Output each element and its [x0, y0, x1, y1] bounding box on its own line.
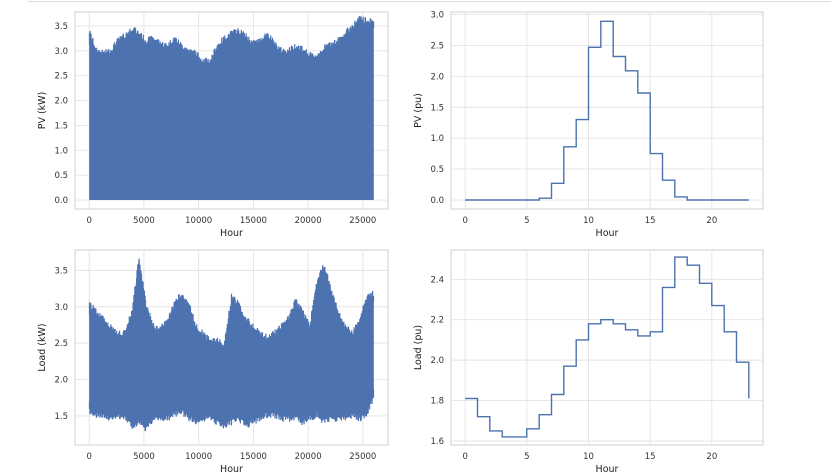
pv-pu-xtick-label: 5	[524, 216, 529, 226]
load-kw-ytick-label: 1.5	[54, 412, 68, 422]
pv-kw-ytick-label: 2.5	[54, 72, 68, 82]
pv-kw-ytick-label: 2.0	[54, 97, 68, 107]
pv-pu-ylabel: PV (pu)	[413, 93, 424, 128]
load-kw-ytick-label: 3.5	[54, 266, 68, 276]
pv-kw-xtick-label: 15000	[240, 216, 267, 226]
pv-kw-ytick-label: 3.0	[54, 47, 68, 57]
pv-kw-ytick-label: 3.5	[54, 22, 68, 32]
pv-kw-ytick-label: 0.5	[54, 171, 68, 181]
load-kw-ylabel: Load (kW)	[37, 323, 48, 371]
pv-pu-ytick-label: 3.0	[430, 10, 444, 20]
pv-pu-frame	[450, 11, 764, 210]
load-kw-ytick-label: 2.5	[54, 339, 68, 349]
pv-kw-xtick-label: 20000	[295, 216, 322, 226]
load-kw-series-band	[89, 259, 374, 427]
load-pu-ytick-label: 2.2	[430, 316, 444, 326]
pv-kw-ytick-label: 1.5	[54, 121, 68, 131]
load-kw-ytick-label: 3.0	[54, 303, 68, 313]
pv-pu-xtick-label: 0	[462, 216, 467, 226]
load-kw-xtick-label: 0	[87, 452, 92, 462]
load-kw-axes: 0 5000 10000 15000 20000 25000 1.5 2.0 2.5 3.0 3.5…	[37, 249, 389, 473]
pv-kw-xtick-label: 5000	[133, 216, 155, 226]
pv-pu-ytick-label: 2.0	[430, 72, 444, 82]
load-pu-ytick-label: 1.8	[430, 397, 444, 407]
load-kw-xtick-label: 20000	[295, 452, 322, 462]
load-kw-xtick-label: 25000	[349, 452, 376, 462]
pv-kw-xtick-label: 25000	[349, 216, 376, 226]
pv-kw-series-band	[89, 21, 374, 200]
load-pu-ytick-label: 2.0	[430, 356, 444, 366]
load-pu-xtick-label: 10	[583, 452, 594, 462]
load-pu-frame	[450, 249, 764, 446]
pv-kw-ytick-label: 1.0	[54, 146, 68, 156]
load-pu-xtick-label: 0	[462, 452, 467, 462]
pv-pu-xtick-label: 15	[645, 216, 656, 226]
load-pu-ytick-label: 1.6	[430, 437, 444, 447]
pv-kw-ylabel: PV (kW)	[37, 92, 48, 130]
load-pu-xtick-label: 5	[524, 452, 529, 462]
pv-pu-ytick-label: 1.5	[430, 103, 444, 113]
pv-pu-axes: 0 5 10 15 20 0.0 0.5 1.0 1.5 2.0 2.5 3.0 Hour PV (pu)	[413, 10, 764, 239]
load-pu-ylabel: Load (pu)	[413, 325, 424, 370]
pv-kw-ytick-label: 0.0	[54, 196, 68, 206]
pv-kw-xlabel: Hour	[220, 228, 243, 239]
load-pu-xtick-label: 15	[645, 452, 656, 462]
pv-pu-xlabel: Hour	[596, 228, 619, 239]
pv-pu-ytick-label: 0.5	[430, 165, 444, 175]
load-pu-xlabel: Hour	[596, 464, 619, 473]
load-kw-xtick-label: 15000	[240, 452, 267, 462]
pv-pu-ytick-label: 2.5	[430, 41, 444, 51]
load-kw-xtick-label: 10000	[185, 452, 212, 462]
pv-pu-xtick-label: 10	[583, 216, 594, 226]
pv-kw-xtick-label: 0	[87, 216, 92, 226]
load-pu-axes: 0 5 10 15 20 1.6 1.8 2.0 2.2 2.4 Hour Load (pu)	[413, 249, 764, 473]
load-pu-xtick-label: 20	[706, 452, 717, 462]
pv-kw-xtick-label: 10000	[185, 216, 212, 226]
load-pu-ytick-label: 2.4	[430, 275, 444, 285]
pv-pu-ytick-label: 0.0	[430, 196, 444, 206]
pv-pu-xtick-label: 20	[706, 216, 717, 226]
load-kw-ytick-label: 2.0	[54, 376, 68, 386]
load-kw-xlabel: Hour	[220, 464, 243, 473]
load-kw-series-spikes	[88, 258, 375, 432]
load-kw-xtick-label: 5000	[133, 452, 155, 462]
pv-kw-series-spikes	[88, 15, 375, 79]
load-pu-series-step	[465, 256, 750, 438]
pv-pu-ytick-label: 1.0	[430, 134, 444, 144]
pv-kw-axes: 0 5000 10000 15000 20000 25000 0.0 0.5 1.0 1.5 2.0…	[37, 11, 389, 239]
pv-pu-series-step	[465, 20, 749, 201]
